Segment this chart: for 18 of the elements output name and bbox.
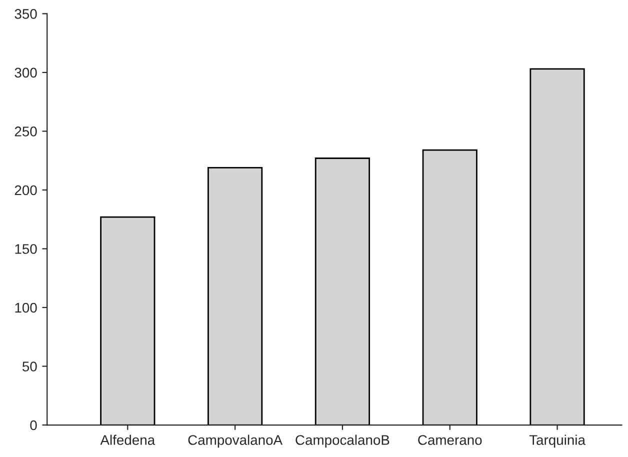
bar xyxy=(100,216,156,426)
x-tick-label: Camerano xyxy=(418,435,482,445)
x-tick-label: Tarquinia xyxy=(529,434,586,448)
bar xyxy=(530,68,585,426)
bar xyxy=(208,166,263,426)
x-tick-label: CampocalanoB xyxy=(296,434,390,448)
y-tick-label: 100 xyxy=(15,302,37,313)
y-tick-label: 150 xyxy=(15,244,37,254)
y-tick-label: 0 xyxy=(30,420,37,430)
x-tick-label: CampovalanoA xyxy=(188,434,283,448)
y-tick-label: 200 xyxy=(14,185,37,196)
y-tick-label: 300 xyxy=(14,68,37,78)
y-tick-label: 250 xyxy=(14,126,37,136)
x-tick-label: Alfedena xyxy=(100,434,156,445)
y-tick-label: 50 xyxy=(22,362,37,372)
y-tick-label: 350 xyxy=(14,9,37,19)
bar xyxy=(314,158,370,426)
bar xyxy=(422,149,478,426)
